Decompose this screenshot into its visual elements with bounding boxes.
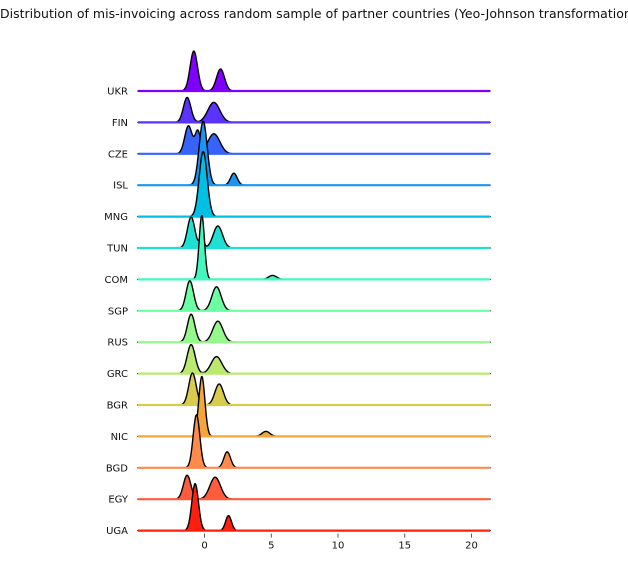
ridge-ukr	[137, 50, 491, 92]
y-label-tun: TUN	[106, 244, 128, 255]
x-tick-label-0: 0	[201, 541, 207, 552]
ridge-tun	[137, 216, 491, 249]
ridges-group	[137, 50, 491, 532]
chart-title: Distribution of mis-invoicing across ran…	[0, 6, 628, 21]
y-label-egy: EGY	[108, 495, 129, 506]
y-label-grc: GRC	[107, 369, 128, 380]
y-label-ukr: UKR	[107, 87, 128, 98]
y-label-isl: ISL	[113, 181, 128, 192]
x-tick-label-10: 10	[332, 541, 345, 552]
x-tick-label-5: 5	[268, 541, 274, 552]
ridge-bgr	[137, 372, 491, 406]
y-label-cze: CZE	[108, 149, 128, 160]
x-tick-label-20: 20	[465, 541, 478, 552]
y-label-com: COM	[105, 275, 128, 286]
ridge-sgp	[137, 280, 491, 312]
x-tick-label-15: 15	[398, 541, 411, 552]
y-label-fin: FIN	[112, 118, 128, 129]
y-label-bgd: BGD	[106, 463, 128, 474]
y-label-rus: RUS	[107, 338, 128, 349]
ridge-egy	[137, 474, 491, 500]
ridge-bgd	[137, 414, 491, 469]
y-label-uga: UGA	[106, 526, 128, 537]
y-label-sgp: SGP	[108, 306, 128, 317]
y-label-nic: NIC	[111, 432, 128, 443]
y-label-mng: MNG	[104, 212, 128, 223]
ridge-grc	[137, 343, 491, 375]
ridge-cze	[137, 125, 491, 155]
y-labels-group: UKR FIN CZE ISL MNG TUN COM SGP RUS GRC BGR NIC BGD E…	[104, 87, 129, 538]
y-label-bgr: BGR	[107, 401, 128, 412]
ridge-rus	[137, 313, 491, 343]
x-axis: 0 5 10 15 20	[201, 533, 478, 552]
ridge-fin	[137, 96, 491, 124]
